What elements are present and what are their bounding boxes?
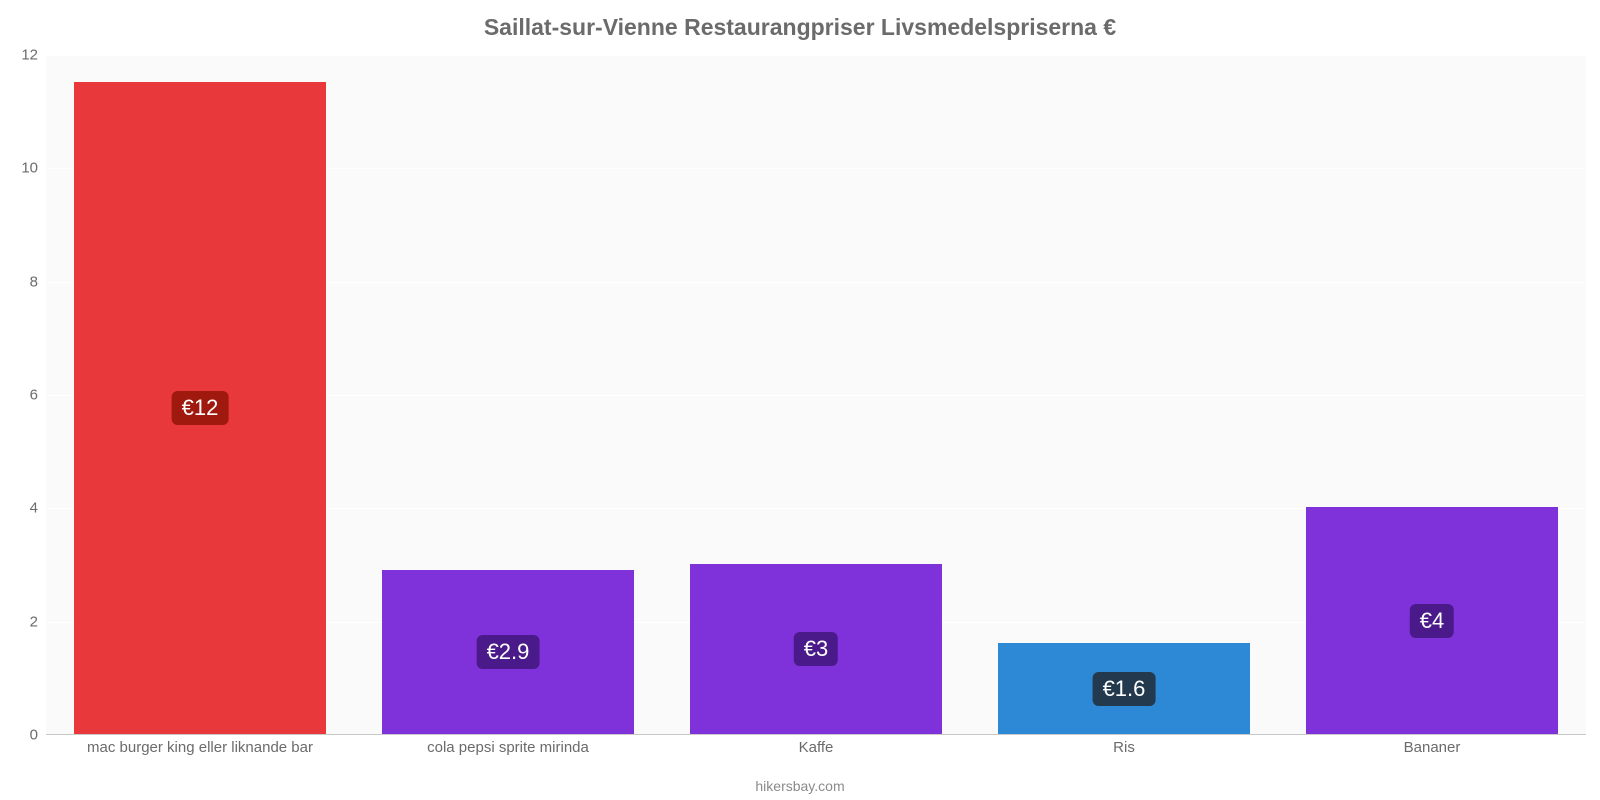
price-bar-chart: Saillat-sur-Vienne Restaurangpriser Livs… <box>0 0 1600 800</box>
x-tick-label: cola pepsi sprite mirinda <box>427 739 589 756</box>
y-tick-label: 2 <box>30 613 38 630</box>
chart-title: Saillat-sur-Vienne Restaurangpriser Livs… <box>0 14 1600 41</box>
y-tick-label: 4 <box>30 500 38 517</box>
x-tick-label: Kaffe <box>799 739 834 756</box>
y-tick-label: 12 <box>21 47 38 64</box>
x-axis-labels: mac burger king eller liknande bar cola p… <box>46 735 1586 775</box>
value-badge: €3 <box>794 632 838 666</box>
value-badge: €2.9 <box>477 635 540 669</box>
x-tick-label: Ris <box>1113 739 1135 756</box>
bar: €3 <box>690 564 943 734</box>
y-tick-label: 6 <box>30 387 38 404</box>
value-badge: €12 <box>172 391 229 425</box>
bar: €12 <box>74 82 327 734</box>
y-tick-label: 10 <box>21 160 38 177</box>
bar: €1.6 <box>998 643 1251 734</box>
plot-area: €12 €2.9 €3 €1.6 €4 <box>46 55 1586 735</box>
gridline <box>46 55 1586 56</box>
x-tick-label: Bananer <box>1404 739 1461 756</box>
y-tick-label: 0 <box>30 727 38 744</box>
bar: €4 <box>1306 507 1559 734</box>
value-badge: €1.6 <box>1093 672 1156 706</box>
attribution-text: hikersbay.com <box>0 778 1600 794</box>
y-axis-labels: 024681012 <box>0 55 46 735</box>
value-badge: €4 <box>1410 604 1454 638</box>
y-tick-label: 8 <box>30 273 38 290</box>
x-tick-label: mac burger king eller liknande bar <box>87 739 313 756</box>
bar: €2.9 <box>382 570 635 734</box>
